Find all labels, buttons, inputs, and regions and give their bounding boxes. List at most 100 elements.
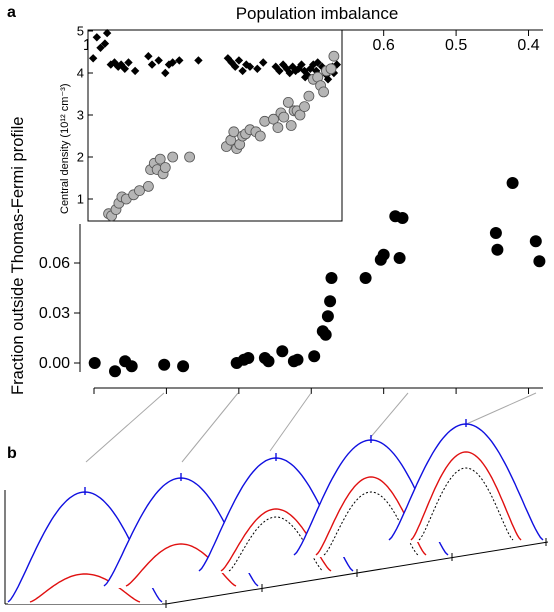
inset-diamond-point [92, 33, 102, 42]
inset-circle-point [282, 97, 294, 108]
inset-diamond-point [120, 64, 130, 73]
thomas-fermi-fit-line [228, 516, 324, 572]
inset-diamond-point [332, 60, 342, 69]
inset-circle-point [154, 153, 166, 165]
connector-lines [85, 392, 537, 463]
x-tick-label: 0.6 [373, 37, 395, 54]
inset-diamond-point [245, 62, 255, 71]
inset-circle-point [278, 111, 290, 123]
data-point [177, 360, 190, 373]
inset-y-tick-label: 4 [77, 66, 84, 81]
inset-circle-point [184, 151, 196, 163]
inset-tick-layer: 1 2 3 4 5 [77, 24, 93, 207]
inset-circle-point [134, 185, 145, 197]
inset-diamond-point [313, 58, 322, 67]
inset-diamond-point [175, 56, 184, 65]
connector-line [461, 392, 537, 427]
inset-diamond-point [96, 43, 105, 52]
inset-diamond-point [164, 60, 174, 69]
inset-diamond-point [253, 64, 262, 73]
inset-diamond-point [124, 58, 133, 67]
minority-profile-line [29, 573, 141, 603]
inset-circle-point [167, 151, 179, 163]
data-point [393, 252, 406, 264]
inset-diamond-point [116, 60, 126, 69]
inset-circle-point [294, 109, 306, 121]
data-point [308, 350, 321, 363]
inset-diamond-point [231, 62, 240, 71]
density-profiles [4, 419, 549, 608]
y-tick-label: 0.03 [39, 305, 70, 322]
data-point [109, 365, 121, 378]
data-point [489, 227, 502, 239]
inset-y-tick-label: 3 [77, 108, 84, 123]
inset-diamond-point [227, 58, 236, 67]
inset-diamond-point [259, 58, 268, 67]
inset-diamond-point [323, 75, 333, 84]
connector-line [85, 392, 165, 463]
inset-diamond-point [278, 60, 288, 69]
connector-line [269, 392, 312, 452]
inset-diamond-point [238, 66, 247, 76]
inset-diamond-point [102, 28, 112, 38]
inset-diamond-point [234, 56, 244, 65]
data-point [324, 295, 337, 308]
inset-diamond-point [147, 60, 157, 69]
data-point [377, 248, 390, 261]
inset-diamond-point [130, 66, 140, 76]
inset-circle-point [259, 115, 271, 127]
data-point [396, 212, 409, 224]
data-point [262, 355, 275, 368]
x-tick-label: 0.4 [517, 37, 539, 54]
profile-background [389, 424, 543, 542]
y-tick-label: 0.06 [39, 255, 70, 272]
data-point [325, 272, 338, 284]
density-profile [388, 419, 544, 542]
minority-profile-line [410, 451, 522, 541]
x-axis-title: Population imbalance [236, 4, 399, 23]
data-point [319, 328, 332, 341]
inset-diamond-point [297, 60, 306, 69]
inset-points-layer [88, 28, 342, 222]
inset-circle-point [228, 126, 240, 138]
inset-diamond-point [154, 56, 163, 65]
panel-b-label: b [7, 445, 17, 462]
inset-diamond-point [300, 73, 310, 82]
inset-diamond-point [161, 68, 170, 78]
data-point [158, 358, 171, 371]
data-point [276, 345, 289, 358]
inset-diamond-point [100, 39, 110, 48]
inset-diamond-point [317, 62, 327, 71]
data-point [291, 353, 304, 366]
data-point [359, 272, 372, 284]
inset-circle-point [285, 120, 297, 131]
inset-frame [87, 29, 343, 222]
data-point [321, 310, 334, 323]
inset-diamond-point [242, 60, 251, 69]
connector-line [369, 392, 409, 439]
x-tick-label: 0.5 [445, 37, 467, 54]
inset-diamond-point [194, 56, 203, 65]
inset-circle-point [303, 90, 315, 102]
inset-diamond-point [288, 62, 297, 71]
inset-y-tick-label: 5 [77, 24, 84, 39]
inset-circle-point [299, 101, 310, 112]
inset-circle-point [272, 122, 284, 133]
inset-circle-point [254, 130, 266, 142]
panel-a-label: a [7, 4, 16, 21]
data-point [533, 255, 546, 268]
data-point [506, 177, 519, 189]
data-point [242, 352, 255, 364]
y-tick-label: 0.00 [39, 355, 70, 372]
data-point [491, 243, 504, 256]
inset-diamond-point [275, 66, 284, 76]
inset-y-tick-label: 2 [77, 150, 84, 165]
inset-circle-point [159, 162, 171, 173]
data-point [125, 360, 138, 373]
y-axis-title: Fraction outside Thomas-Fermi profile [9, 117, 27, 395]
connector-line [181, 392, 239, 463]
data-point [88, 357, 101, 369]
thomas-fermi-fit-line [418, 467, 514, 541]
thomas-fermi-fit-line [323, 491, 419, 556]
